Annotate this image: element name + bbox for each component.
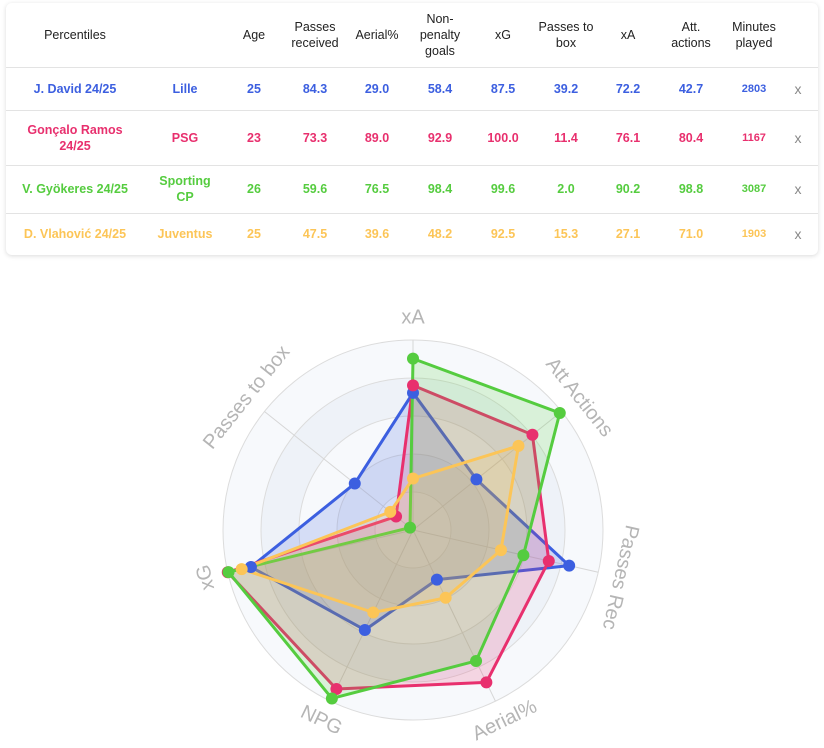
stat-value: 71.0: [678, 227, 704, 241]
data-point: [407, 352, 419, 365]
stat-value: 25: [247, 81, 261, 96]
row-separator: [6, 67, 818, 68]
stat-value: 59.6: [302, 182, 328, 196]
column-header: Passes received: [291, 20, 339, 50]
stat-value: 27.1: [615, 227, 641, 241]
column-header: Age: [242, 28, 266, 42]
data-point: [407, 379, 419, 392]
stat-value: 1167: [742, 131, 766, 144]
remove-button[interactable]: x: [794, 129, 802, 146]
team-name: Sporting CP: [159, 174, 211, 204]
row-separator: [6, 165, 818, 166]
data-point: [325, 692, 338, 705]
axis-label: xA: [401, 306, 425, 328]
column-header: xG: [495, 28, 511, 42]
stat-value: 98.8: [678, 182, 704, 196]
data-point: [404, 521, 417, 534]
stat-value: 26: [247, 182, 261, 196]
player-name: Gonçalo Ramos 24/25: [27, 122, 123, 153]
data-point: [244, 560, 257, 573]
team-name: Juventus: [157, 227, 213, 241]
stat-value: 2.0: [557, 182, 575, 196]
stat-value: 76.1: [615, 130, 641, 145]
stat-value: 48.2: [427, 227, 453, 241]
team-name: PSG: [171, 130, 199, 145]
stat-value: 98.4: [427, 182, 453, 196]
data-point: [480, 676, 493, 689]
stat-value: 11.4: [554, 130, 578, 145]
data-point: [526, 428, 539, 441]
stat-value: 76.5: [364, 182, 390, 196]
axis-label: xG: [192, 562, 219, 592]
stat-value: 1903: [741, 228, 767, 240]
player-name: V. Gyökeres 24/25: [22, 182, 128, 196]
stat-value: 87.5: [490, 81, 516, 96]
data-point: [407, 472, 419, 485]
column-header: Att. actions: [671, 20, 711, 50]
stat-value: 3087: [741, 183, 767, 195]
data-point: [348, 477, 361, 490]
stat-value: 25: [247, 227, 261, 241]
series-area: [240, 444, 520, 615]
remove-button[interactable]: x: [794, 226, 802, 242]
data-point: [330, 683, 343, 696]
column-header: Non-penalty goals: [419, 12, 461, 58]
stat-value: 23: [247, 130, 261, 145]
column-header: Minutes played: [732, 20, 776, 50]
data-point: [563, 559, 576, 572]
stat-value: 73.3: [302, 130, 328, 145]
stat-value: 84.3: [302, 81, 328, 96]
data-point: [470, 473, 483, 486]
stat-value: 80.4: [678, 130, 704, 145]
stat-value: 2803: [741, 82, 767, 95]
data-point: [470, 654, 483, 667]
data-point: [384, 505, 397, 518]
stat-value: 29.0: [364, 81, 390, 96]
spoke: [412, 529, 496, 702]
stat-value: 42.7: [678, 81, 704, 96]
data-point: [512, 439, 525, 452]
remove-button[interactable]: x: [794, 181, 802, 197]
stat-value: 72.2: [615, 81, 641, 96]
axis-label: Passes Rec: [598, 523, 643, 632]
column-header: Percentiles: [44, 28, 106, 42]
stat-value: 92.9: [427, 130, 453, 145]
comparison-table: Percentiles Age Passes received Aerial% Non-…: [6, 3, 818, 255]
data-point: [439, 591, 452, 604]
stat-value: 99.6: [490, 182, 516, 196]
data-point: [358, 623, 371, 636]
axis-label: NPG: [297, 701, 346, 740]
stat-value: 90.2: [615, 182, 641, 196]
data-point: [517, 549, 530, 562]
data-point: [367, 606, 380, 619]
stat-value: 47.5: [302, 227, 328, 241]
column-header: Passes to box: [538, 20, 594, 50]
data-point: [430, 573, 443, 586]
stat-value: 15.3: [553, 227, 579, 241]
series-area: [227, 357, 562, 700]
stat-value: 100.0: [487, 130, 519, 145]
row-separator: [6, 110, 818, 111]
remove-button[interactable]: x: [794, 80, 802, 97]
stat-value: 92.5: [490, 227, 516, 241]
player-name: J. David 24/25: [33, 81, 117, 96]
stat-value: 58.4: [427, 81, 453, 96]
stat-value: 89.0: [364, 130, 390, 145]
data-point: [494, 544, 507, 557]
stat-value: 39.6: [364, 227, 390, 241]
player-name: D. Vlahović 24/25: [23, 227, 127, 241]
stat-value: 39.2: [553, 81, 579, 96]
data-point: [553, 406, 566, 419]
column-header: xA: [620, 28, 636, 42]
data-point: [542, 554, 555, 567]
team-name: Lille: [172, 81, 198, 96]
row-separator: [6, 213, 818, 214]
data-point: [235, 563, 248, 576]
data-point: [222, 566, 235, 579]
column-header: Aerial%: [355, 28, 399, 42]
